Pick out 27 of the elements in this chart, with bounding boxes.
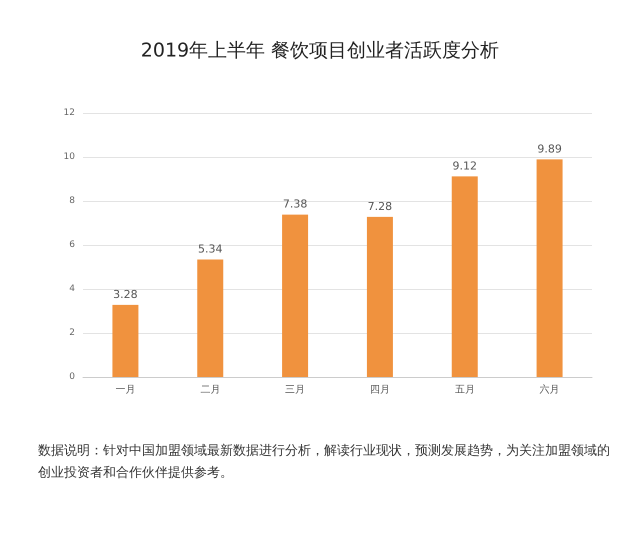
y-tick-label: 6 bbox=[69, 240, 76, 250]
x-tick-label: 三月 bbox=[285, 384, 306, 396]
data-label: 7.28 bbox=[368, 200, 392, 213]
data-label: 9.12 bbox=[452, 159, 477, 172]
y-tick-label: 4 bbox=[69, 284, 76, 294]
data-label: 3.28 bbox=[113, 288, 138, 301]
x-tick-label: 五月 bbox=[454, 384, 475, 396]
y-tick-label: 0 bbox=[69, 372, 76, 382]
bar bbox=[197, 260, 224, 377]
y-tick-label: 8 bbox=[69, 196, 76, 206]
y-tick-label: 10 bbox=[64, 152, 76, 162]
y-tick-label: 12 bbox=[64, 108, 75, 118]
bar bbox=[452, 176, 478, 377]
chart-title: 2019年上半年 餐饮项目创业者活跃度分析 bbox=[140, 40, 500, 62]
x-tick-label: 四月 bbox=[370, 384, 390, 396]
bar bbox=[282, 214, 308, 377]
x-tick-label: 二月 bbox=[200, 384, 220, 396]
data-label: 9.89 bbox=[537, 142, 562, 156]
text: 数据说明：针对中国加盟领域最新数据进行分析，解读行业现状，预测发展趋势，为关注加盟领域的创业投资者和合作伙伴提供参考。 bbox=[38, 444, 610, 480]
data-label: 5.34 bbox=[198, 242, 222, 256]
x-tick-label: 一月 bbox=[115, 384, 136, 396]
x-tick-label: 六月 bbox=[540, 384, 560, 396]
bar bbox=[366, 216, 393, 377]
bar bbox=[112, 304, 138, 377]
y-tick-label: 2 bbox=[69, 328, 75, 338]
bar bbox=[536, 159, 563, 377]
data-label: 7.38 bbox=[282, 198, 308, 211]
